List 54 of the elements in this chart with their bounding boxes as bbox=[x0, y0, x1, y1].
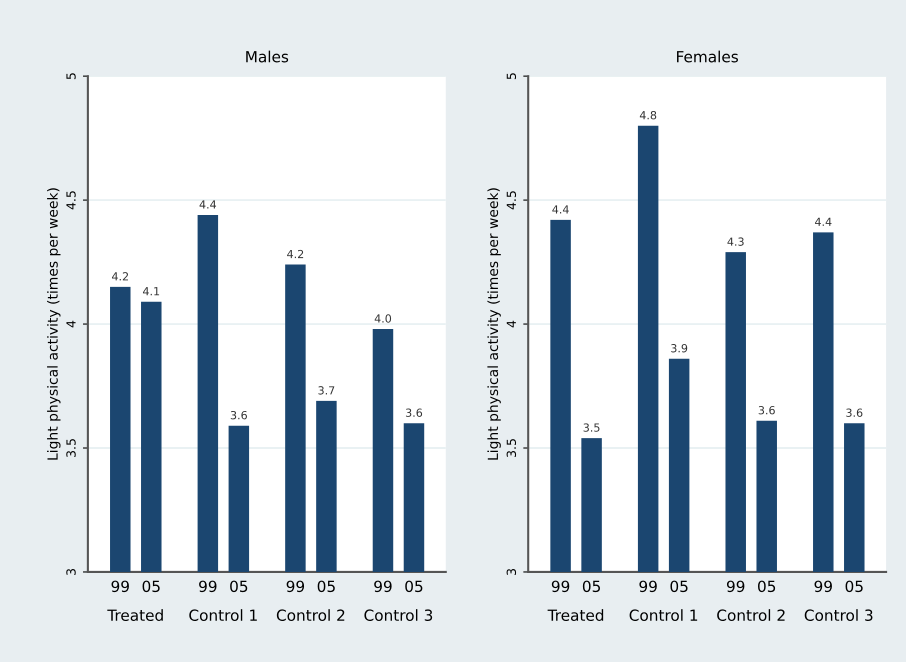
text: 99 bbox=[814, 580, 832, 592]
chart-title: Males bbox=[246, 50, 288, 62]
y-tick-label: 4.5 bbox=[66, 191, 76, 210]
y-tick-label: 4.5 bbox=[506, 191, 516, 210]
data-label: 3.7 bbox=[318, 386, 334, 395]
data-label: 4.3 bbox=[727, 237, 744, 246]
data-label: 4.1 bbox=[142, 287, 160, 296]
text: 05 bbox=[758, 580, 776, 592]
x-tick-label: Treated bbox=[107, 609, 163, 621]
data-label: 4.2 bbox=[287, 250, 304, 258]
series-label: 99 bbox=[639, 580, 657, 592]
data-label: 4.4 bbox=[814, 218, 832, 226]
data-label: 4.8 bbox=[640, 110, 656, 120]
text: 99 bbox=[286, 580, 304, 592]
data-label: 3.9 bbox=[671, 344, 688, 352]
x-tick-label: Control 1 bbox=[630, 609, 698, 621]
series-label: 99 bbox=[374, 580, 392, 592]
y-tick-label: 3.5 bbox=[506, 439, 516, 457]
text: 05 bbox=[142, 580, 160, 592]
text: 99 bbox=[726, 580, 744, 592]
x-tick-label: Control 2 bbox=[276, 609, 344, 621]
data-label: 3.6 bbox=[406, 408, 422, 417]
x-tick-label: Control 3 bbox=[804, 609, 872, 621]
y-axis-title: Light physical activity (times per week) bbox=[487, 188, 501, 460]
data-label: 4.4 bbox=[552, 205, 569, 214]
text: 99 bbox=[112, 580, 129, 592]
data-label: 3.5 bbox=[584, 423, 600, 432]
series-label: 05 bbox=[318, 580, 335, 592]
x-tick-label: Control 1 bbox=[189, 609, 257, 621]
x-tick-label: Treated bbox=[548, 609, 604, 621]
chart-title: Females bbox=[677, 50, 738, 62]
data-label: 4.0 bbox=[374, 314, 392, 323]
data-label: 4.2 bbox=[112, 272, 128, 280]
data-label: 4.4 bbox=[200, 200, 216, 208]
text: 05 bbox=[230, 580, 248, 592]
y-tick-label: 5 bbox=[506, 73, 516, 80]
data-label: 3.6 bbox=[846, 408, 862, 417]
text: 99 bbox=[552, 580, 570, 592]
text: 05 bbox=[846, 580, 863, 592]
x-tick-label: Control 2 bbox=[717, 609, 785, 621]
text: 99 bbox=[199, 580, 216, 592]
y-tick-label: 3 bbox=[66, 568, 76, 575]
text: 05 bbox=[405, 580, 422, 592]
y-tick-label: 5 bbox=[66, 73, 76, 80]
text: 05 bbox=[670, 580, 688, 592]
data-label: 3.6 bbox=[758, 406, 775, 414]
y-tick-label: 3.5 bbox=[66, 439, 76, 457]
series-label: 05 bbox=[582, 580, 600, 592]
y-tick-label: 3 bbox=[506, 568, 516, 575]
y-axis-title: Light physical activity (times per week) bbox=[47, 188, 61, 460]
y-tick-label: 4 bbox=[66, 320, 76, 328]
x-tick-label: Control 3 bbox=[364, 609, 432, 621]
y-tick-label: 4 bbox=[506, 320, 516, 328]
data-label: 3.6 bbox=[230, 410, 247, 420]
